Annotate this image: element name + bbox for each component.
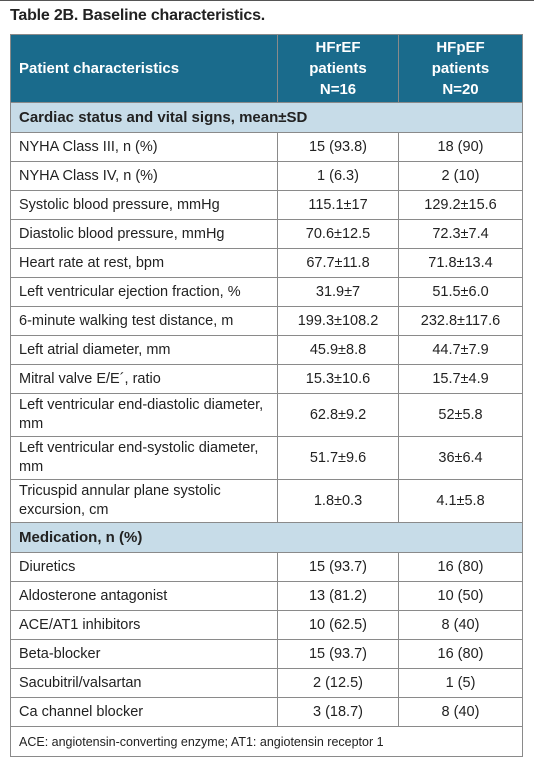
value-cell: 1 (5) <box>398 668 523 698</box>
value-cell: 15 (93.8) <box>277 132 399 162</box>
group-n: N=20 <box>442 81 479 98</box>
value-cell: 36±6.4 <box>398 436 523 480</box>
value-cell: 1.8±0.3 <box>277 479 399 523</box>
data-row: 6-minute walking test distance, m 199.3±1… <box>10 306 523 336</box>
group-n: N=16 <box>319 81 357 98</box>
label-cell: ACE/AT1 inhibitors <box>10 610 278 640</box>
value-cell: 15 (93.7) <box>277 552 399 582</box>
label-cell: Left ventricular end-systolic diameter, … <box>10 436 278 480</box>
value-cell: 72.3±7.4 <box>398 219 523 249</box>
footnote-row: ACE: angiotensin-converting enzyme; AT1:… <box>10 726 523 757</box>
data-row: Left ventricular end-diastolic diameter,… <box>10 393 523 437</box>
header-row: Patient characteristics HFrEF patients N=1… <box>10 34 523 103</box>
table-body: Patient characteristics HFrEF patients N=1… <box>10 34 523 757</box>
data-row: Beta-blocker 15 (93.7) 16 (80) <box>10 639 523 669</box>
value-cell: 51.5±6.0 <box>398 277 523 307</box>
value-cell: 8 (40) <box>398 697 523 727</box>
value-cell: 31.9±7 <box>277 277 399 307</box>
value-cell: 10 (62.5) <box>277 610 399 640</box>
data-row: NYHA Class IV, n (%) 1 (6.3) 2 (10) <box>10 161 523 191</box>
label-cell: Sacubitril/valsartan <box>10 668 278 698</box>
data-row: Diastolic blood pressure, mmHg 70.6±12.5 7… <box>10 219 523 249</box>
label-cell: NYHA Class III, n (%) <box>10 132 278 162</box>
footnote: ACE: angiotensin-converting enzyme; AT1:… <box>10 726 523 757</box>
value-cell: 199.3±108.2 <box>277 306 399 336</box>
label-cell: Left ventricular end-diastolic diameter,… <box>10 393 278 437</box>
label-cell: Mitral valve E/E´, ratio <box>10 364 278 394</box>
value-cell: 232.8±117.6 <box>398 306 523 336</box>
header-cell: HFrEF patients N=16 <box>277 34 399 103</box>
group-name: HFrEF patients <box>309 39 367 77</box>
value-cell: 15.7±4.9 <box>398 364 523 394</box>
data-row: Left ventricular end-systolic diameter, … <box>10 436 523 480</box>
value-cell: 129.2±15.6 <box>398 190 523 220</box>
header-cell: HFpEF patients N=20 <box>398 34 523 103</box>
value-cell: 3 (18.7) <box>277 697 399 727</box>
label-cell: Diuretics <box>10 552 278 582</box>
value-cell: 70.6±12.5 <box>277 219 399 249</box>
label-cell: Left atrial diameter, mm <box>10 335 278 365</box>
section-row: Cardiac status and vital signs, mean±SD <box>10 102 523 133</box>
value-cell: 16 (80) <box>398 639 523 669</box>
value-cell: 2 (12.5) <box>277 668 399 698</box>
value-cell: 10 (50) <box>398 581 523 611</box>
data-row: Heart rate at rest, bpm 67.7±11.8 71.8±13.… <box>10 248 523 278</box>
value-cell: 71.8±13.4 <box>398 248 523 278</box>
table-title: Table 2B. Baseline characteristics. <box>10 7 266 24</box>
label-cell: Diastolic blood pressure, mmHg <box>10 219 278 249</box>
section-title: Cardiac status and vital signs, mean±SD <box>10 102 523 133</box>
value-cell: 115.1±17 <box>277 190 399 220</box>
label-cell: Aldosterone antagonist <box>10 581 278 611</box>
section-row: Medication, n (%) <box>10 522 523 553</box>
value-cell: 2 (10) <box>398 161 523 191</box>
data-row: Sacubitril/valsartan 2 (12.5) 1 (5) <box>10 668 523 698</box>
value-cell: 15.3±10.6 <box>277 364 399 394</box>
value-cell: 44.7±7.9 <box>398 335 523 365</box>
value-cell: 13 (81.2) <box>277 581 399 611</box>
value-cell: 15 (93.7) <box>277 639 399 669</box>
header-cell: Patient characteristics <box>10 34 278 103</box>
data-row: Mitral valve E/E´, ratio 15.3±10.6 15.7±4.… <box>10 364 523 394</box>
section-title: Medication, n (%) <box>10 522 523 553</box>
data-row: Left atrial diameter, mm 45.9±8.8 44.7±7.9 <box>10 335 523 365</box>
value-cell: 1 (6.3) <box>277 161 399 191</box>
data-row: Diuretics 15 (93.7) 16 (80) <box>10 552 523 582</box>
value-cell: 51.7±9.6 <box>277 436 399 480</box>
group-name: HFpEF patients <box>431 39 490 77</box>
value-cell: 4.1±5.8 <box>398 479 523 523</box>
label-cell: Ca channel blocker <box>10 697 278 727</box>
value-cell: 45.9±8.8 <box>277 335 399 365</box>
table: Patient characteristics HFrEF patients N=1… <box>10 34 523 757</box>
label-cell: Beta-blocker <box>10 639 278 669</box>
data-row: Aldosterone antagonist 13 (81.2) 10 (50) <box>10 581 523 611</box>
data-row: ACE/AT1 inhibitors 10 (62.5) 8 (40) <box>10 610 523 640</box>
value-cell: 16 (80) <box>398 552 523 582</box>
value-cell: 52±5.8 <box>398 393 523 437</box>
value-cell: 8 (40) <box>398 610 523 640</box>
data-row: Ca channel blocker 3 (18.7) 8 (40) <box>10 697 523 727</box>
label-cell: Systolic blood pressure, mmHg <box>10 190 278 220</box>
label-cell: NYHA Class IV, n (%) <box>10 161 278 191</box>
value-cell: 67.7±11.8 <box>277 248 399 278</box>
value-cell: 18 (90) <box>398 132 523 162</box>
data-row: Tricuspid annular plane systolic excursi… <box>10 479 523 523</box>
label-cell: Heart rate at rest, bpm <box>10 248 278 278</box>
label-cell: 6-minute walking test distance, m <box>10 306 278 336</box>
data-row: Systolic blood pressure, mmHg 115.1±17 129… <box>10 190 523 220</box>
value-cell: 62.8±9.2 <box>277 393 399 437</box>
data-row: Left ventricular ejection fraction, % 31.… <box>10 277 523 307</box>
data-row: NYHA Class III, n (%) 15 (93.8) 18 (90) <box>10 132 523 162</box>
label-cell: Tricuspid annular plane systolic excursi… <box>10 479 278 523</box>
label-cell: Left ventricular ejection fraction, % <box>10 277 278 307</box>
